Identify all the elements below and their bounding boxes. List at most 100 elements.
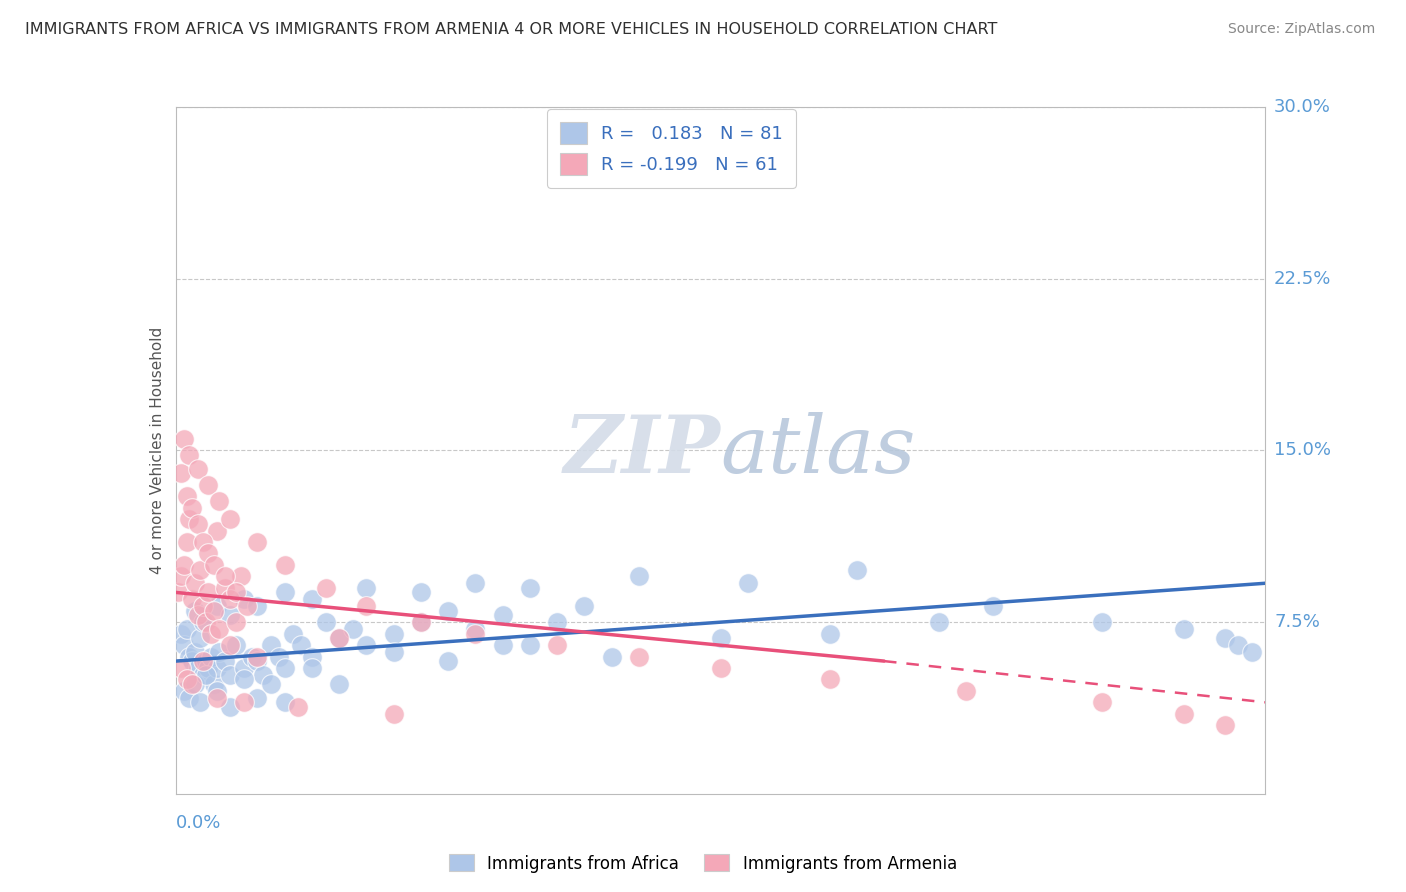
Point <box>1091 615 1114 630</box>
Point <box>194 668 217 682</box>
Point <box>179 512 201 526</box>
Text: atlas: atlas <box>721 412 915 489</box>
Point <box>232 695 254 709</box>
Point <box>287 699 309 714</box>
Point <box>202 604 225 618</box>
Point <box>627 569 650 583</box>
Point <box>260 638 283 652</box>
Point <box>246 649 269 664</box>
Point <box>1173 622 1195 636</box>
Text: Source: ZipAtlas.com: Source: ZipAtlas.com <box>1227 22 1375 37</box>
Point <box>181 592 204 607</box>
Point <box>301 661 323 675</box>
Point <box>219 638 242 652</box>
Point <box>170 467 193 481</box>
Point <box>194 615 217 630</box>
Point <box>274 695 297 709</box>
Point <box>170 626 193 640</box>
Point <box>246 599 269 614</box>
Point <box>186 516 209 531</box>
Point <box>181 500 204 515</box>
Point <box>181 677 204 691</box>
Point <box>342 622 364 636</box>
Point <box>328 677 350 691</box>
Point <box>315 615 337 630</box>
Point <box>184 677 207 691</box>
Point <box>845 562 868 576</box>
Point <box>546 638 568 652</box>
Point <box>328 631 350 645</box>
Point <box>328 631 350 645</box>
Point <box>170 661 193 675</box>
Point <box>356 638 378 652</box>
Point <box>191 535 214 549</box>
Point <box>1240 645 1263 659</box>
Point <box>301 649 323 664</box>
Point <box>382 706 405 721</box>
Point <box>184 645 207 659</box>
Point <box>955 683 977 698</box>
Point <box>202 558 225 572</box>
Point <box>232 673 254 687</box>
Point <box>492 638 515 652</box>
Point <box>928 615 950 630</box>
Text: 22.5%: 22.5% <box>1274 269 1331 288</box>
Point <box>315 581 337 595</box>
Point <box>464 622 486 636</box>
Point <box>301 592 323 607</box>
Point <box>1227 638 1250 652</box>
Point <box>208 493 231 508</box>
Point <box>225 585 247 599</box>
Point <box>219 608 242 623</box>
Point <box>176 622 198 636</box>
Point <box>191 599 214 614</box>
Point <box>186 462 209 476</box>
Point <box>225 638 247 652</box>
Point <box>191 654 214 668</box>
Point <box>492 608 515 623</box>
Point <box>409 615 432 630</box>
Point <box>173 638 195 652</box>
Legend: Immigrants from Africa, Immigrants from Armenia: Immigrants from Africa, Immigrants from … <box>443 847 963 880</box>
Point <box>232 661 254 675</box>
Point <box>260 677 283 691</box>
Point <box>186 661 209 675</box>
Point <box>197 546 219 561</box>
Point <box>205 690 228 705</box>
Point <box>214 654 236 668</box>
Text: 30.0%: 30.0% <box>1274 98 1331 116</box>
Point <box>232 592 254 607</box>
Point <box>214 581 236 595</box>
Point <box>197 661 219 675</box>
Point <box>167 585 190 599</box>
Point <box>214 569 236 583</box>
Point <box>219 592 242 607</box>
Text: IMMIGRANTS FROM AFRICA VS IMMIGRANTS FROM ARMENIA 4 OR MORE VEHICLES IN HOUSEHOL: IMMIGRANTS FROM AFRICA VS IMMIGRANTS FRO… <box>25 22 998 37</box>
Text: 15.0%: 15.0% <box>1274 442 1331 459</box>
Point <box>197 478 219 492</box>
Legend: R =   0.183   N = 81, R = -0.199   N = 61: R = 0.183 N = 81, R = -0.199 N = 61 <box>547 109 796 187</box>
Point <box>170 569 193 583</box>
Point <box>188 631 211 645</box>
Point <box>519 581 541 595</box>
Point <box>246 690 269 705</box>
Point <box>181 654 204 668</box>
Point <box>437 604 460 618</box>
Point <box>382 645 405 659</box>
Y-axis label: 4 or more Vehicles in Household: 4 or more Vehicles in Household <box>149 326 165 574</box>
Point <box>219 512 242 526</box>
Point <box>274 585 297 599</box>
Point <box>188 562 211 576</box>
Point <box>274 661 297 675</box>
Point <box>179 649 201 664</box>
Point <box>356 599 378 614</box>
Point <box>574 599 596 614</box>
Point <box>205 524 228 538</box>
Point <box>176 535 198 549</box>
Point <box>274 558 297 572</box>
Point <box>356 581 378 595</box>
Point <box>546 615 568 630</box>
Point <box>409 615 432 630</box>
Point <box>188 695 211 709</box>
Point <box>519 638 541 652</box>
